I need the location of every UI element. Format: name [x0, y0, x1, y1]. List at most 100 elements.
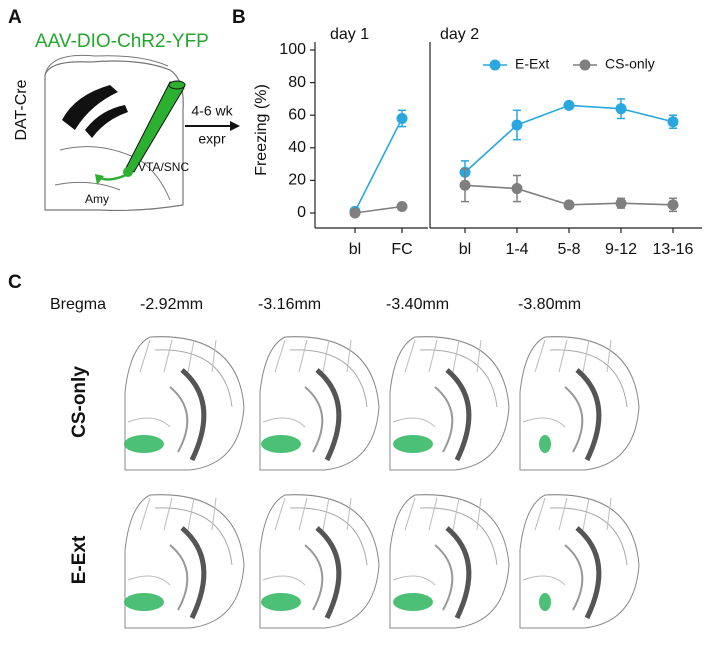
section-line	[139, 339, 151, 373]
virus-spread	[124, 435, 164, 453]
point	[615, 197, 627, 209]
virus-spread	[261, 435, 301, 453]
section-line	[163, 339, 173, 373]
region-label: VTA/SNC	[138, 160, 189, 174]
point	[511, 183, 523, 195]
y-tick-label: 40	[288, 139, 306, 156]
bregma-value: -3.16mm	[258, 296, 321, 313]
chart-title: day 2	[440, 26, 479, 43]
point	[396, 112, 408, 124]
virus-spread	[539, 593, 551, 611]
section-line	[274, 339, 286, 373]
x-tick-label: bl	[349, 241, 361, 258]
white-matter	[564, 386, 584, 453]
section-line	[322, 339, 330, 373]
brain-section	[519, 336, 640, 471]
white-matter	[445, 368, 472, 462]
point	[511, 119, 523, 131]
virus-spread	[539, 435, 551, 453]
legend-marker	[489, 59, 501, 71]
white-matter	[564, 544, 584, 611]
section-line	[187, 339, 195, 373]
section-line	[534, 497, 546, 531]
white-matter	[315, 526, 342, 620]
brain-section	[389, 494, 510, 629]
section-line	[404, 339, 416, 373]
section-line	[274, 497, 286, 531]
section-line	[211, 339, 217, 373]
brain-section	[259, 336, 380, 471]
brain-section	[259, 494, 380, 629]
section-line	[139, 497, 151, 531]
bregma-label: Bregma	[50, 296, 106, 313]
white-matter	[304, 544, 324, 611]
section-line	[127, 417, 171, 428]
section-line	[346, 497, 352, 531]
brain-section	[389, 336, 510, 471]
y-tick-label: 0	[297, 204, 306, 221]
x-tick-label: bl	[459, 241, 471, 258]
brain-section	[519, 494, 640, 629]
target-label: Amy	[85, 192, 109, 206]
white-matter	[180, 368, 207, 462]
bregma-value: -3.80mm	[518, 296, 581, 313]
section-line	[127, 575, 171, 586]
series-line	[354, 118, 403, 212]
point	[667, 116, 679, 128]
section-line	[262, 417, 306, 428]
brain-sagittal	[44, 54, 186, 212]
section-outline	[519, 494, 640, 629]
section-line	[476, 339, 482, 373]
section-line	[298, 339, 308, 373]
bregma-value: -2.92mm	[140, 296, 203, 313]
section-line	[558, 497, 568, 531]
panel-label: C	[8, 272, 22, 293]
white-matter	[315, 368, 342, 462]
point	[667, 199, 679, 211]
virus-spread	[124, 593, 164, 611]
white-matter	[434, 386, 454, 453]
section-line	[211, 497, 217, 531]
section-line	[346, 339, 352, 373]
x-tick-label: 13-16	[653, 241, 694, 258]
brain-section	[124, 494, 245, 629]
x-tick-label: 9-12	[605, 241, 637, 258]
white-matter	[304, 386, 324, 453]
panel-label: B	[232, 7, 246, 28]
section-line	[606, 339, 612, 373]
point	[563, 99, 575, 111]
section-line	[322, 497, 330, 531]
x-tick-label: FC	[391, 241, 412, 258]
legend-marker	[579, 59, 591, 71]
section-line	[476, 497, 482, 531]
section-line	[582, 497, 590, 531]
section-line	[452, 339, 460, 373]
arrow-head	[230, 121, 240, 131]
group-label: E-Ext	[69, 535, 90, 584]
section-line	[392, 575, 436, 586]
chart-title: day 1	[330, 26, 369, 43]
brain-section	[124, 336, 245, 471]
section-outline	[519, 336, 640, 471]
group-label: CS-only	[69, 366, 90, 438]
virus-spread	[393, 435, 433, 453]
section-line	[404, 497, 416, 531]
white-matter	[434, 544, 454, 611]
section-line	[392, 417, 436, 428]
section-line	[558, 339, 568, 373]
section-line	[163, 497, 173, 531]
section-line	[522, 575, 566, 586]
x-tick-label: 1-4	[505, 241, 528, 258]
bregma-value: -3.40mm	[386, 296, 449, 313]
white-matter	[575, 526, 602, 620]
white-matter	[575, 368, 602, 462]
expression: expr	[198, 131, 226, 147]
construct: AAV-DIO-ChR2-YFP	[35, 31, 209, 52]
mouse-line: DAT-Cre	[13, 79, 30, 140]
section-line	[262, 575, 306, 586]
series-line	[464, 104, 674, 173]
white-matter	[169, 386, 189, 453]
y-tick-label: 100	[279, 41, 306, 58]
section-line	[606, 497, 612, 531]
